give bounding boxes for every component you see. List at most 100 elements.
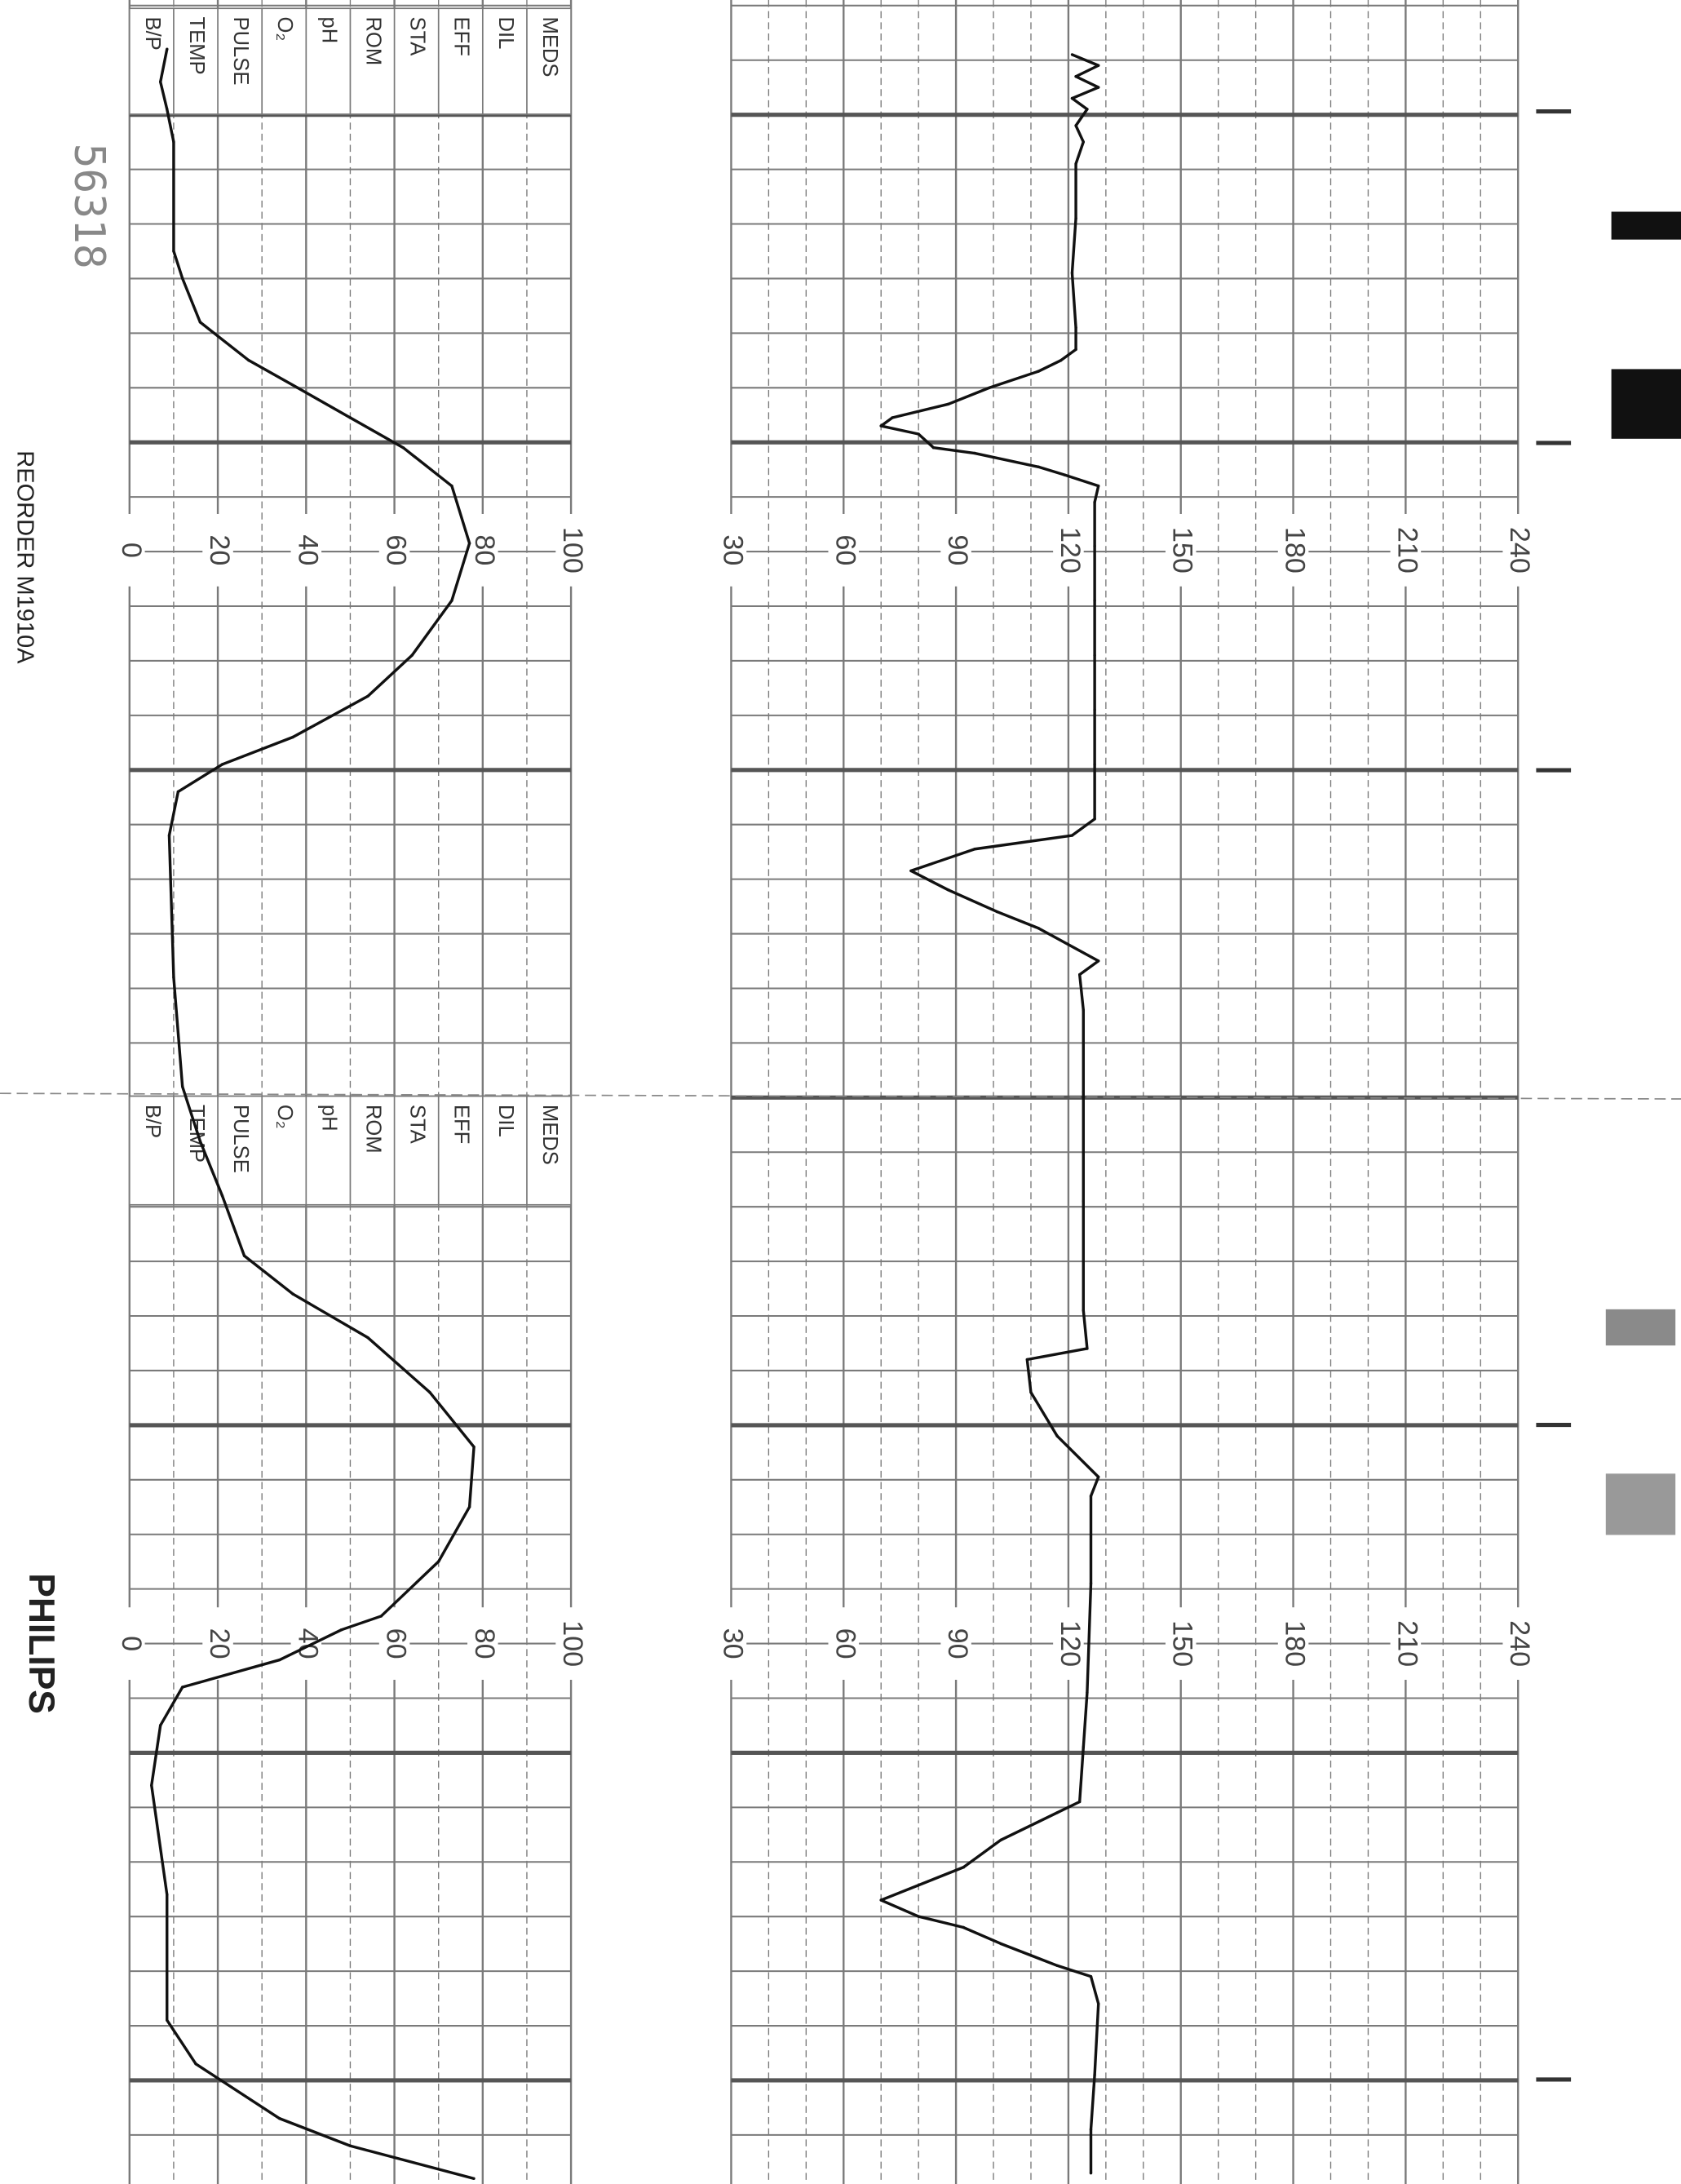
fhr-point <box>973 847 976 851</box>
uc-point <box>278 1658 281 1662</box>
tick-label-bg <box>715 513 747 587</box>
fhr-point <box>1037 465 1040 468</box>
fhr-point <box>1082 1199 1086 1203</box>
annotation-labels: MEDS DIL EFF STA ROM pH O₂ PULSE TEMP B/P MEDS DIL E… <box>128 7 572 1206</box>
tick-label: 80 <box>469 1628 500 1659</box>
fhr-point <box>1070 271 1074 275</box>
annotation-label: EFF <box>450 1105 473 1144</box>
tick-label: 180 <box>1280 527 1311 574</box>
uc-point <box>339 1628 343 1632</box>
fhr-point <box>962 1925 965 1929</box>
fhr-point <box>909 869 913 873</box>
tick-label: 210 <box>1391 527 1422 574</box>
uc-point <box>158 1724 162 1727</box>
uc-point <box>181 1085 184 1088</box>
fhr-trace-line <box>879 53 1100 2173</box>
uc-point <box>428 1390 431 1394</box>
uc-point <box>150 1783 153 1788</box>
fhr-point <box>1082 1090 1086 1094</box>
annotation-label: B/P <box>141 1105 164 1138</box>
uc-point <box>467 542 471 545</box>
tick-label-bg <box>114 513 145 587</box>
tick-label-bg <box>1277 513 1309 587</box>
tick-label: 20 <box>204 534 235 565</box>
uc-point <box>198 1140 202 1143</box>
tick-label: 0 <box>116 543 147 558</box>
fhr-point <box>1070 834 1074 837</box>
tick-label-bg <box>1502 1607 1534 1680</box>
fhr-point <box>1096 86 1100 89</box>
tick-label: 180 <box>1280 1620 1311 1667</box>
tick-label-bg <box>1502 513 1534 587</box>
reorder-text: REORDER M1910A <box>11 450 38 664</box>
fhr-point <box>1086 1690 1089 1694</box>
tick-label: 90 <box>942 1628 973 1659</box>
tick-label-bg <box>1390 513 1422 587</box>
fhr-point <box>1093 817 1096 821</box>
uc-point <box>410 653 414 657</box>
grey-mark <box>1605 1309 1676 1346</box>
tick-label-bg <box>940 1607 971 1680</box>
fhr-point <box>1096 2002 1100 2005</box>
tick-label: 30 <box>717 534 748 565</box>
fhr-point <box>1086 108 1089 111</box>
uc-point <box>348 416 352 419</box>
strip-markings <box>0 211 1681 1535</box>
tick-label: 120 <box>1055 1620 1086 1667</box>
fhr-point <box>1093 708 1096 711</box>
uc-point <box>172 140 175 144</box>
fhr-point <box>1074 124 1077 127</box>
tick-label: 90 <box>942 534 973 565</box>
tick-label-bg <box>202 513 233 587</box>
fhr-point <box>988 386 992 389</box>
tick-label: 120 <box>1055 527 1086 574</box>
fhr-point <box>947 888 950 892</box>
uc-point <box>198 321 202 324</box>
tick-label-bg <box>1053 513 1084 587</box>
tick-label-bg <box>555 513 586 587</box>
annotation-label: O₂ <box>273 1105 296 1129</box>
fhr-point <box>1025 1358 1029 1362</box>
fhr-point <box>995 910 999 914</box>
tick-label-bg <box>114 1607 145 1680</box>
uc-point <box>166 47 169 51</box>
fhr-point <box>1096 1475 1100 1479</box>
black-sync-mark <box>1611 369 1681 439</box>
uc-point <box>181 277 184 281</box>
uc-point <box>366 694 369 698</box>
fhr-point <box>1089 2171 1093 2175</box>
annotation-label: ROM <box>361 16 384 65</box>
fhr-point <box>1029 1390 1033 1394</box>
fhr-point <box>973 451 976 455</box>
annotation-label: DIL <box>494 1105 517 1137</box>
fhr-point <box>1063 473 1067 476</box>
tick-label-bg <box>378 513 410 587</box>
tick-label-bg <box>1277 1607 1309 1680</box>
fhr-point <box>1082 140 1086 144</box>
uc-point <box>172 250 175 253</box>
black-sync-mark <box>1611 211 1681 240</box>
tick-label: 150 <box>1167 527 1198 574</box>
tick-label: 240 <box>1504 527 1535 574</box>
tick-label-bg <box>467 513 498 587</box>
fhr-point <box>1096 484 1100 488</box>
uc-point <box>278 2116 281 2120</box>
tick-label: 60 <box>829 534 860 565</box>
fhr-point <box>1070 96 1074 100</box>
uc-point <box>167 834 171 837</box>
fhr-point <box>917 1915 920 1918</box>
fhr-point <box>917 432 920 436</box>
fhr-point <box>1055 1964 1059 1968</box>
uc-point <box>291 1292 294 1296</box>
uc-point <box>467 1505 471 1508</box>
tick-label: 20 <box>204 1628 235 1659</box>
fhr-point <box>1070 53 1074 56</box>
tick-label: 150 <box>1167 1620 1198 1667</box>
tick-label: 100 <box>557 527 588 574</box>
traces <box>150 47 1100 2181</box>
annotation-label: ROM <box>361 1105 384 1154</box>
fhr-point <box>1096 64 1100 68</box>
fhr-point <box>1078 1800 1082 1804</box>
fhr-point <box>1093 599 1096 602</box>
